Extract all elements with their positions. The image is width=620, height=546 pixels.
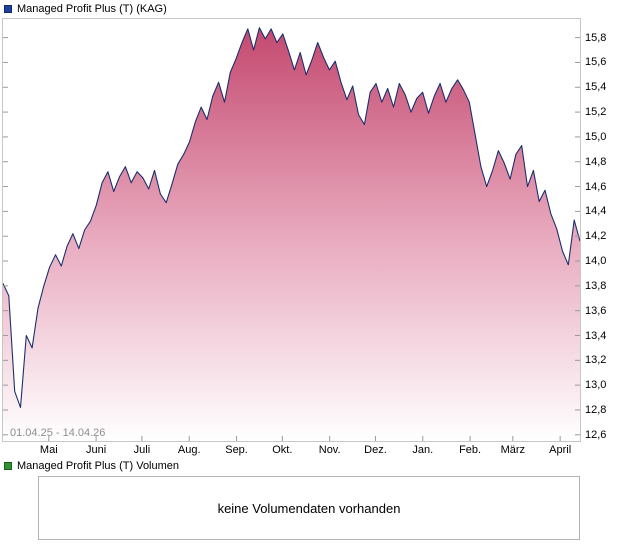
- y-axis-label: 15,6: [585, 56, 607, 69]
- y-axis-label: 15,8: [585, 31, 607, 44]
- price-line: [3, 27, 580, 409]
- x-axis-label: Okt.: [272, 444, 293, 456]
- volume-empty-message: keine Volumendaten vorhanden: [217, 500, 401, 516]
- x-axis-label: Nov.: [318, 444, 341, 456]
- date-range-label: 01.04.25 - 14.04.26: [10, 427, 106, 439]
- y-axis-label: 14,8: [585, 155, 607, 168]
- y-axis-label: 13,6: [585, 304, 607, 317]
- x-axis-label: Sep.: [225, 444, 248, 456]
- y-axis-label: 12,8: [585, 403, 607, 416]
- volume-series-marker-icon: [4, 462, 12, 470]
- price-legend-label: Managed Profit Plus (T) (KAG): [17, 3, 167, 15]
- x-axis-label: Dez.: [364, 444, 387, 456]
- x-axis-label: Jan.: [412, 444, 434, 456]
- x-axis-label: April: [549, 444, 572, 456]
- x-axis-label: Mai: [39, 444, 58, 456]
- y-axis-label: 13,4: [585, 329, 607, 342]
- y-axis-label: 12,6: [585, 428, 607, 441]
- price-legend: Managed Profit Plus (T) (KAG): [4, 3, 167, 15]
- y-axis-label: 13,0: [585, 379, 607, 392]
- y-axis-label: 15,0: [585, 130, 607, 143]
- x-axis-label: Juni: [86, 444, 107, 456]
- y-axis-label: 13,2: [585, 354, 607, 367]
- price-chart-area: [2, 18, 581, 442]
- x-axis-label: Feb.: [459, 444, 482, 456]
- y-axis-label: 14,4: [585, 205, 607, 218]
- y-axis-label: 13,8: [585, 279, 607, 292]
- price-series-marker-icon: [4, 5, 12, 13]
- volume-panel: keine Volumendaten vorhanden: [38, 476, 580, 540]
- price-area-fill: [3, 27, 580, 441]
- volume-legend: Managed Profit Plus (T) Volumen: [4, 460, 179, 472]
- x-axis-label: Aug.: [177, 444, 201, 456]
- x-axis-label: März: [500, 444, 526, 456]
- y-axis-label: 14,0: [585, 255, 607, 268]
- x-axis-label: Juli: [133, 444, 151, 456]
- price-chart-svg: [3, 27, 580, 441]
- y-axis-label: 14,2: [585, 230, 607, 243]
- y-axis-label: 15,2: [585, 106, 607, 119]
- volume-legend-label: Managed Profit Plus (T) Volumen: [17, 460, 180, 472]
- y-axis-label: 15,4: [585, 81, 607, 94]
- y-axis-label: 14,6: [585, 180, 607, 193]
- axis-ticks: [3, 37, 580, 441]
